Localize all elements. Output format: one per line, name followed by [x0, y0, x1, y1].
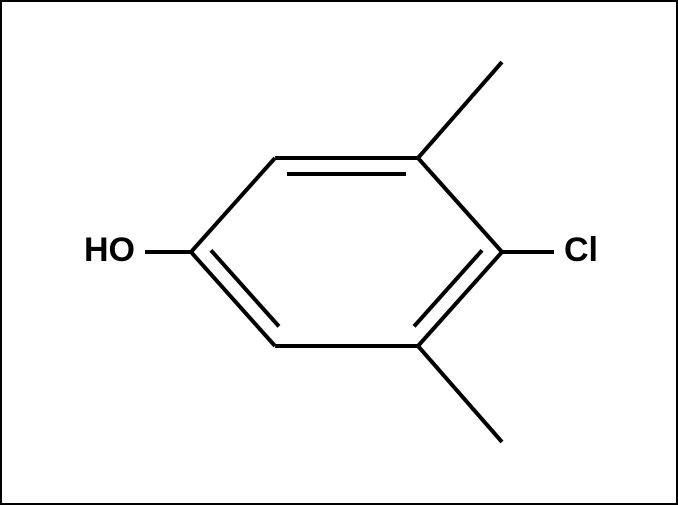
- atom-label-cl: Cl: [564, 231, 598, 269]
- molecule-diagram: HO Cl: [0, 0, 678, 505]
- atom-label-oh: HO: [84, 231, 135, 269]
